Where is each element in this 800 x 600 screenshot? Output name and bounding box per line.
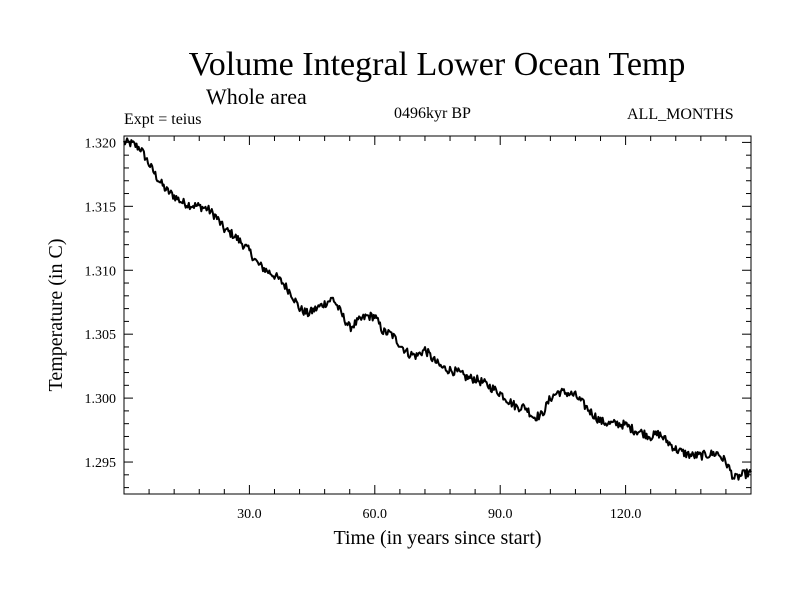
x-tick-label: 30.0 [237,507,262,522]
y-tick-label: 1.315 [85,200,117,215]
chart-title: Volume Integral Lower Ocean Temp [188,46,686,83]
x-tick-label: 60.0 [363,507,388,522]
y-tick-label: 1.295 [85,456,117,471]
months-label: ALL_MONTHS [627,106,734,123]
series-line [123,137,752,481]
y-axis: 1.295 1.300 1.305 1.310 1.315 1.320 [85,136,751,489]
x-axis: 30.0 60.0 90.0 120.0 [123,136,752,522]
x-tick-label: 90.0 [488,507,513,522]
y-tick-label: 1.310 [85,264,117,279]
y-tick-label: 1.320 [85,136,117,151]
period-label: 0496kyr BP [394,105,471,122]
x-axis-label: Time (in years since start) [333,527,541,549]
y-tick-label: 1.305 [85,328,117,343]
y-axis-label: Temperature (in C) [45,239,67,392]
chart-subtitle: Whole area [206,84,307,109]
experiment-label: Expt = teius [124,111,202,128]
plot-frame [123,135,752,495]
y-tick-label: 1.300 [85,392,117,407]
x-tick-label: 120.0 [610,507,642,522]
